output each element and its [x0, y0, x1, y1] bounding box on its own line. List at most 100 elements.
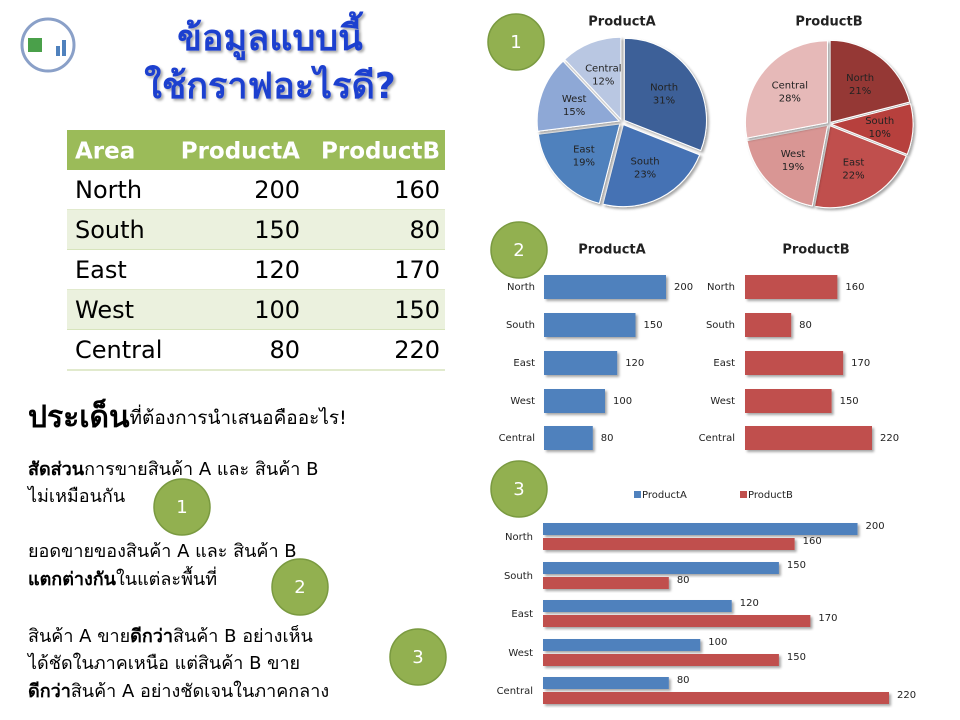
point-line: แตกต่างกันในแต่ละพื้นที่ [28, 566, 217, 590]
pie-value-label: 15% [563, 107, 585, 118]
chart-title: ProductA [588, 15, 655, 30]
data-label: 220 [880, 433, 899, 444]
table-cell: 100 [254, 296, 300, 324]
data-label: 200 [674, 282, 693, 293]
point-text: สินค้า A ขาย [28, 626, 130, 647]
y-tick-label: South [504, 571, 533, 582]
y-tick-label: South [506, 320, 535, 331]
badge-number: 1 [176, 497, 187, 518]
bar [745, 275, 838, 299]
badge-number: 1 [510, 32, 521, 53]
badge [490, 460, 548, 518]
table-cell: North [75, 176, 142, 204]
bar [544, 275, 666, 299]
data-label: 150 [787, 560, 806, 571]
points: สัดส่วนการขายสินค้า A และ สินค้า B ไม่เหม… [26, 459, 447, 702]
y-tick-label: East [511, 609, 533, 620]
pie-value-label: 31% [653, 95, 675, 106]
legend-swatch [634, 491, 641, 498]
point-line: สัดส่วนการขายสินค้า A และ สินค้า B [28, 459, 318, 480]
chart-title: ProductB [795, 15, 862, 30]
table-row-bg [67, 290, 445, 330]
data-label: 200 [866, 521, 885, 532]
legend-swatch [740, 491, 747, 498]
table-row-bg [67, 210, 445, 250]
data-label: 160 [803, 536, 822, 547]
table-cell: West [75, 296, 134, 324]
data-label: 170 [851, 358, 870, 369]
pie-value-label: 22% [842, 171, 864, 182]
pie-category: South [631, 156, 660, 167]
table-cell: 220 [394, 336, 440, 364]
point-line: ดีกว่าสินค้า A อย่างชัดเจนในภาคกลาง [28, 680, 329, 702]
logo-ring [20, 17, 76, 73]
pie-slice [744, 40, 828, 139]
table-header-bg [67, 130, 445, 170]
data-label: 120 [740, 598, 759, 609]
pie-category: Central [585, 64, 621, 75]
bar [745, 389, 832, 413]
pie-category: North [650, 82, 678, 93]
table-row-bg [67, 330, 445, 370]
legend-label: ProductB [748, 490, 793, 501]
point-text: สินค้า B อย่างเห็น [173, 624, 313, 647]
table-header-cell: Area [75, 139, 135, 165]
table-cell: 150 [394, 296, 440, 324]
data-label: 80 [799, 320, 812, 331]
badge-number: 3 [412, 647, 423, 668]
point-line: สินค้า A ขายดีกว่าสินค้า B อย่างเห็น [28, 624, 313, 647]
question-rest: ที่ต้องการนำเสนอคืออะไร! [130, 404, 347, 429]
y-tick-label: North [707, 282, 735, 293]
bar [543, 639, 701, 651]
table-header-cell: ProductA [181, 139, 300, 165]
table-cell: 120 [254, 256, 300, 284]
table-row-bg [67, 250, 445, 290]
y-tick-label: South [706, 320, 735, 331]
data-label: 150 [787, 652, 806, 663]
point-text: ยอดขายของสินค้า A และ สินค้า B [28, 541, 297, 562]
pie-slice [536, 60, 621, 132]
badge [153, 478, 211, 536]
pie-slice [829, 103, 914, 155]
bar [543, 523, 858, 535]
data-label: 150 [644, 320, 663, 331]
title-line: ข้อมูลแบบนี้ [177, 11, 363, 61]
pie-slice [746, 124, 829, 207]
badge-number: 2 [294, 577, 305, 598]
y-tick-label: East [513, 358, 535, 369]
title-line: ใช้กราฟอะไรดี? [144, 64, 396, 107]
data-label: 160 [845, 282, 864, 293]
pie-value-label: 23% [634, 169, 656, 180]
table-cell: 200 [254, 176, 300, 204]
point-line: ยอดขายของสินค้า A และ สินค้า B [28, 541, 297, 562]
y-tick-label: West [508, 648, 533, 659]
pie-value-label: 10% [869, 129, 891, 140]
table-cell: 80 [409, 216, 440, 244]
point-text: ไม่เหมือนกัน [26, 485, 125, 507]
data-label: 100 [613, 396, 632, 407]
point-bold: สัดส่วน [28, 459, 85, 480]
pie-category: South [865, 116, 894, 127]
data-label: 80 [601, 433, 614, 444]
logo-box [28, 38, 42, 52]
point-text: ได้ชัดในภาคเหนือ แต่สินค้า B ขาย [26, 652, 300, 674]
bar [745, 313, 792, 337]
pie-slice [602, 123, 701, 208]
badge [490, 221, 548, 279]
data-label: 120 [625, 358, 644, 369]
data-label: 80 [677, 675, 690, 686]
legend-label: ProductA [642, 490, 687, 501]
pie-slice [564, 36, 622, 121]
pie-value-label: 19% [573, 158, 595, 169]
bar [543, 562, 779, 574]
point-line: ไม่เหมือนกัน [26, 485, 125, 507]
bar [543, 654, 779, 666]
point-text: ในแต่ละพื้นที่ [116, 566, 217, 590]
table: Area ProductA ProductB North 200 160 South 150 8… [67, 130, 445, 371]
bar [745, 426, 872, 450]
point-text: สินค้า A อย่างชัดเจนในภาคกลาง [71, 680, 329, 702]
table-cell: 80 [269, 336, 300, 364]
pie-category: Central [772, 81, 808, 92]
badge [487, 13, 545, 71]
